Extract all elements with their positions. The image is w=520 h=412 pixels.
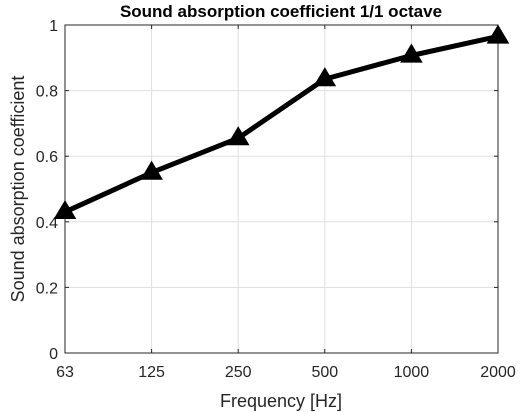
y-tick-label: 0.8 [36,84,58,101]
data-point-marker [400,43,423,63]
x-axis-label: Frequency [Hz] [220,391,342,411]
y-axis-label: Sound absorption coefficient [8,76,28,303]
data-point-marker [53,199,77,220]
series-layer [53,24,510,220]
x-tick-label: 500 [311,364,338,381]
data-point-marker [486,24,510,44]
y-tick-labels: 0 0.2 0.4 0.6 0.8 1 [36,18,58,363]
x-tick-label: 2000 [480,364,516,381]
plot-area [65,25,498,353]
x-tick-label: 63 [56,364,74,381]
plot-frame [64,24,499,354]
y-tick-label: 0.4 [36,215,58,232]
y-tick-label: 0.2 [36,280,58,297]
data-point-marker [226,126,250,146]
chart-title: Sound absorption coefficient 1/1 octave [120,2,442,21]
data-point-marker [313,67,337,87]
y-tick-label: 1 [49,18,58,35]
data-point-marker [140,160,163,180]
x-tick-label: 125 [138,364,165,381]
y-tick-label: 0 [49,346,58,363]
series-line [62,33,501,215]
y-tick-label: 0.6 [36,149,58,166]
x-tick-label: 250 [225,364,252,381]
x-tick-label: 1000 [394,364,430,381]
x-tick-labels: 63 125 250 500 1000 2000 [56,364,516,381]
